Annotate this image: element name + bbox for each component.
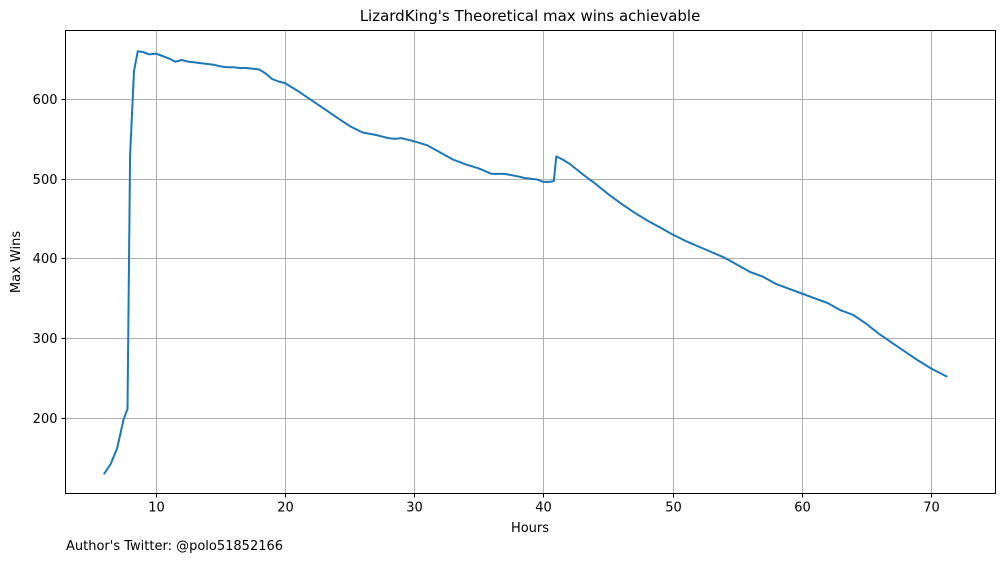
y-axis-ticks: 200 300 400 500 600 xyxy=(33,93,66,427)
x-tick-label: 60 xyxy=(794,501,811,516)
x-tick-label: 50 xyxy=(665,501,682,516)
x-tick-label: 10 xyxy=(148,501,165,516)
y-axis-label: Max Wins xyxy=(9,231,24,293)
y-tick-label: 400 xyxy=(33,252,58,267)
grid xyxy=(65,30,996,494)
chart-title: LizardKing's Theoretical max wins achiev… xyxy=(360,7,701,25)
x-tick-label: 20 xyxy=(277,501,294,516)
series-line xyxy=(103,50,948,475)
y-tick-label: 300 xyxy=(33,332,58,347)
series-layer xyxy=(103,50,948,475)
x-tick-label: 40 xyxy=(535,501,552,516)
y-tick-label: 500 xyxy=(33,173,58,188)
author-credit: Author's Twitter: @polo51852166 xyxy=(66,539,283,554)
plot-frame xyxy=(65,30,996,494)
x-axis-label: Hours xyxy=(511,521,549,536)
x-tick-label: 30 xyxy=(406,501,423,516)
y-tick-label: 600 xyxy=(33,93,58,108)
x-tick-label: 70 xyxy=(923,501,940,516)
x-axis-ticks: 10 20 30 40 50 60 70 xyxy=(148,493,940,516)
y-tick-label: 200 xyxy=(33,412,58,427)
